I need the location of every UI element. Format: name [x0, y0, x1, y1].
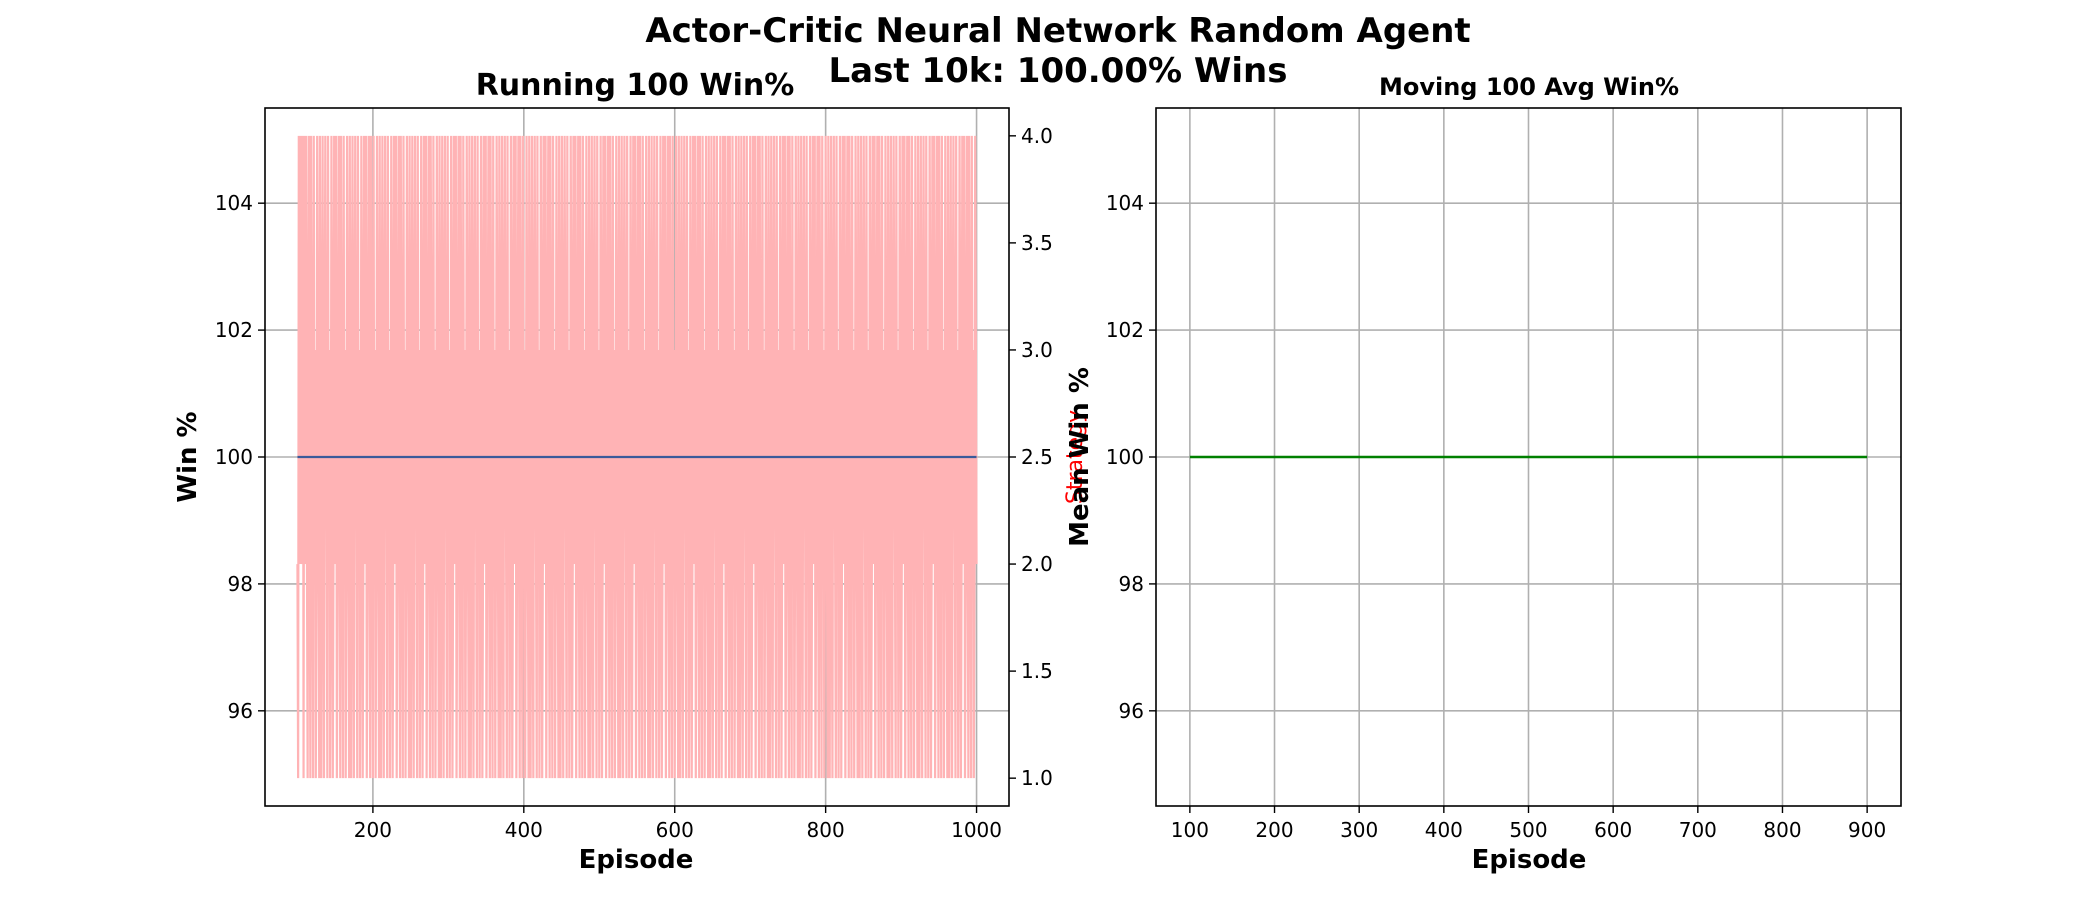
moving-avg-ytick-label: 104 [1106, 191, 1144, 215]
moving-avg-xtick-label: 200 [1255, 818, 1293, 842]
moving-avg-xlabel: Episode [1472, 845, 1587, 875]
moving-avg-ytick-label: 98 [1119, 572, 1144, 596]
running-win-ticks: 200 400 600 800 1000 96 98 100 102 104 1.0 1.5 2.0 2.… [215, 124, 1053, 842]
strategy-ytick-label: 1.5 [1021, 659, 1053, 683]
running-win-ytick-label: 98 [228, 572, 253, 596]
running-win-xtick-label: 800 [807, 818, 845, 842]
strategy-ytick-label: 3.5 [1021, 231, 1053, 255]
running-win-plot-frame [264, 107, 1010, 807]
running-win-ytick-label: 102 [215, 318, 253, 342]
suptitle-line2: Last 10k: 100.00% Wins [829, 51, 1288, 91]
moving-avg-xtick-label: 600 [1594, 818, 1632, 842]
running-win-xtick-label: 1000 [951, 818, 1002, 842]
suptitle-line1: Actor-Critic Neural Network Random Agent [645, 11, 1470, 51]
moving-avg-ticks: 100 200 300 400 500 600 700 800 900 96 98 100 102 104 [1106, 191, 1886, 842]
moving-avg-xtick-label: 900 [1848, 818, 1886, 842]
moving-avg-xtick-label: 400 [1425, 818, 1463, 842]
running-win-xtick-label: 600 [656, 818, 694, 842]
moving-avg-plot-frame [1155, 107, 1902, 807]
strategy-ytick-label: 4.0 [1021, 124, 1053, 148]
strategy-ytick-label: 3.0 [1021, 338, 1053, 362]
running-win-ytick-label: 96 [228, 699, 253, 723]
moving-avg-xtick-label: 500 [1509, 818, 1547, 842]
moving-avg-chart: Moving 100 Avg Win% 100 200 300 400 500 600 70… [1065, 73, 1902, 875]
moving-avg-xtick-label: 100 [1171, 818, 1209, 842]
strategy-ytick-label: 1.0 [1021, 766, 1053, 790]
running-win-xtick-label: 400 [505, 818, 543, 842]
moving-avg-title: Moving 100 Avg Win% [1379, 73, 1679, 101]
moving-avg-ytick-label: 100 [1106, 445, 1144, 469]
strategy-ytick-label: 2.0 [1021, 552, 1053, 576]
running-win-title: Running 100 Win% [476, 68, 795, 103]
running-win-ytick-label: 104 [215, 191, 253, 215]
moving-avg-xtick-label: 700 [1679, 818, 1717, 842]
moving-avg-ytick-label: 96 [1119, 699, 1144, 723]
moving-avg-xtick-label: 300 [1340, 818, 1378, 842]
running-win-chart: Running 100 Win% 200 400 600 800 1000 96 98 100… [173, 68, 1088, 875]
strategy-axis-label: Strategy [1063, 410, 1088, 504]
moving-avg-ylabel: Mean Win % [1065, 367, 1095, 547]
running-win-ytick-label: 100 [215, 445, 253, 469]
moving-avg-ytick-label: 102 [1106, 318, 1144, 342]
strategy-ytick-label: 2.5 [1021, 445, 1053, 469]
moving-avg-xtick-label: 800 [1763, 818, 1801, 842]
running-win-ylabel: Win % [173, 411, 203, 502]
running-win-xtick-label: 200 [354, 818, 392, 842]
running-win-xlabel: Episode [579, 845, 694, 875]
